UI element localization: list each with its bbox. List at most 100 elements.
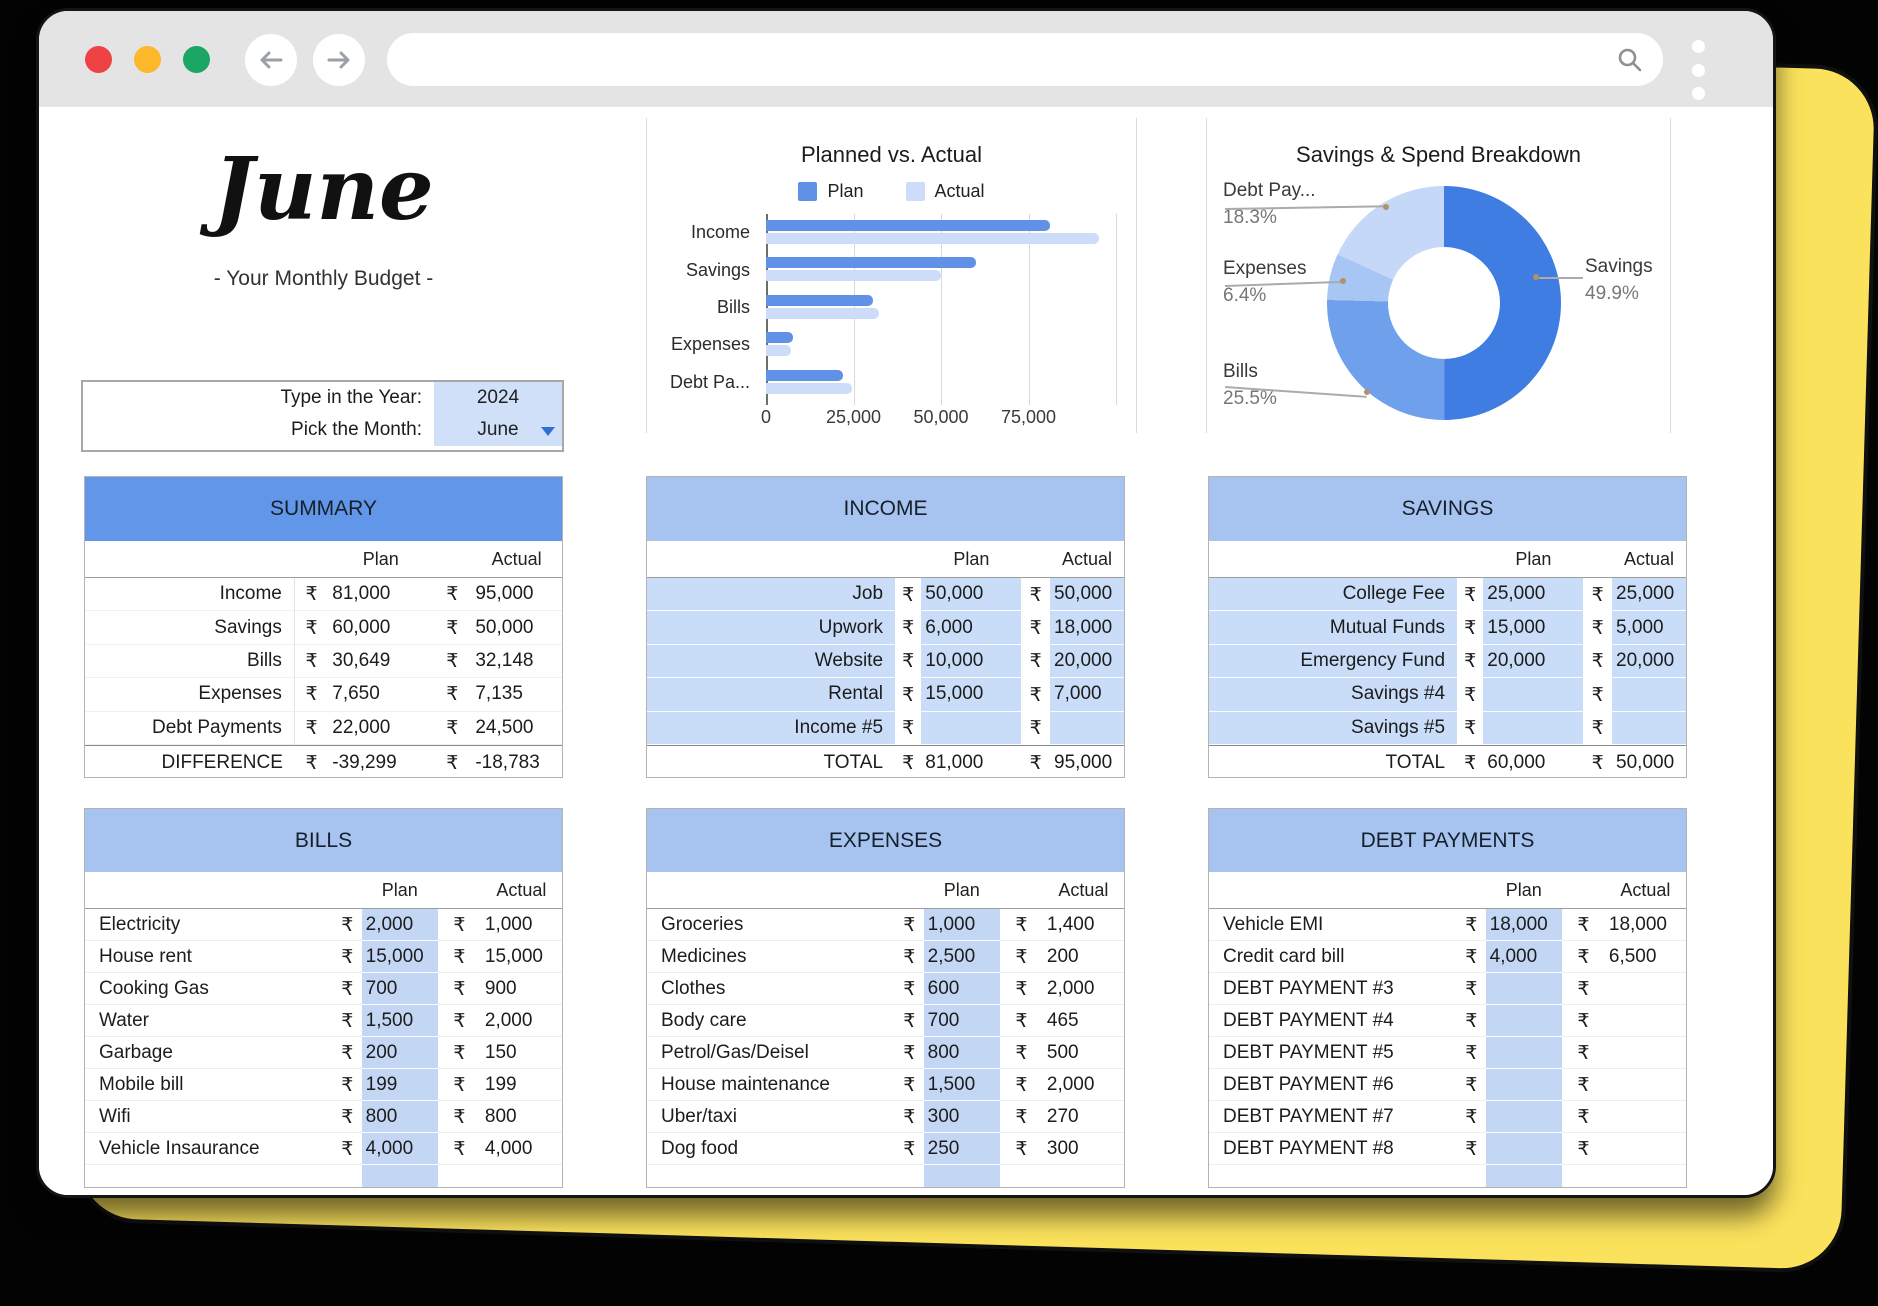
chevron-down-icon[interactable] — [541, 427, 555, 436]
plan-value-cell[interactable] — [1485, 1005, 1562, 1037]
plan-value-cell[interactable]: 15,000 — [1483, 611, 1584, 645]
actual-value-cell[interactable] — [1604, 1037, 1686, 1069]
plan-value-cell[interactable]: 1,000 — [923, 909, 1000, 941]
plan-value-cell[interactable]: 800 — [923, 1037, 1000, 1069]
plan-value-cell[interactable]: 700 — [923, 1005, 1000, 1037]
arrow-left-icon — [260, 51, 283, 69]
actual-value-cell[interactable]: 50,000 — [1050, 578, 1124, 612]
forward-button[interactable] — [313, 34, 365, 86]
column-header-spacer — [85, 872, 333, 908]
plan-value-cell[interactable] — [1485, 1101, 1562, 1133]
column-header-row: Plan Actual — [85, 872, 562, 909]
plan-value-cell[interactable] — [1483, 711, 1584, 745]
plan-value-cell[interactable]: 60,000 — [328, 611, 434, 645]
plan-value-cell[interactable]: 18,000 — [1485, 909, 1562, 941]
actual-value-cell[interactable]: 270 — [1042, 1101, 1124, 1133]
plan-value-cell[interactable]: 1,500 — [361, 1005, 438, 1037]
actual-value-cell[interactable] — [1612, 711, 1686, 745]
currency-symbol: ₹ — [1464, 752, 1477, 775]
actual-value-cell[interactable]: 500 — [1042, 1037, 1124, 1069]
plan-value-cell[interactable]: 4,000 — [1485, 941, 1562, 973]
legend-label: Plan — [827, 181, 864, 201]
actual-value-cell[interactable]: 50,000 — [471, 611, 562, 645]
plan-value-cell[interactable] — [1485, 1069, 1562, 1101]
plan-value-cell[interactable]: 81,000 — [328, 578, 434, 612]
currency-symbol: ₹ — [333, 1005, 362, 1037]
plan-value-cell[interactable]: 600 — [923, 973, 1000, 1005]
actual-value-cell[interactable]: 1,000 — [480, 909, 562, 941]
plan-value-cell[interactable] — [1485, 1037, 1562, 1069]
actual-value-cell[interactable]: 18,000 — [1604, 909, 1686, 941]
plan-value-cell[interactable]: 30,649 — [328, 645, 434, 679]
plan-value-cell[interactable] — [1483, 678, 1584, 712]
actual-value-cell[interactable] — [1612, 678, 1686, 712]
plan-value-cell[interactable]: 300 — [923, 1101, 1000, 1133]
column-header-spacer — [1209, 541, 1457, 577]
actual-value-cell[interactable] — [1604, 1101, 1686, 1133]
plan-value-cell[interactable]: 2,500 — [923, 941, 1000, 973]
plan-value-cell[interactable]: 25,000 — [1483, 578, 1584, 612]
plan-value-cell[interactable]: 6,000 — [921, 611, 1022, 645]
back-button[interactable] — [245, 34, 297, 86]
search-icon[interactable] — [1616, 46, 1643, 78]
plan-value-cell[interactable]: 20,000 — [1483, 644, 1584, 679]
currency-symbol: ₹ — [999, 909, 1043, 941]
plan-value-cell[interactable]: 50,000 — [921, 578, 1022, 612]
plan-value-cell[interactable]: 200 — [361, 1037, 438, 1069]
plan-value-cell[interactable] — [1485, 1133, 1562, 1165]
window-close-button[interactable] — [85, 46, 112, 73]
actual-value-cell[interactable]: 4,000 — [480, 1133, 562, 1165]
plan-value-cell[interactable]: 15,000 — [361, 941, 438, 973]
plan-value-cell[interactable] — [921, 711, 1022, 745]
window-minimize-button[interactable] — [134, 46, 161, 73]
actual-value-cell[interactable] — [1050, 711, 1124, 745]
window-maximize-button[interactable] — [183, 46, 210, 73]
actual-value-cell[interactable]: 2,000 — [480, 1005, 562, 1037]
actual-value-cell[interactable]: 24,500 — [471, 712, 562, 745]
actual-value-cell[interactable]: 199 — [480, 1069, 562, 1101]
plan-value-cell[interactable]: 15,000 — [921, 678, 1022, 712]
actual-value-cell[interactable]: 18,000 — [1050, 611, 1124, 645]
plan-value-cell[interactable]: 700 — [361, 973, 438, 1005]
plan-value-cell[interactable]: 7,650 — [328, 678, 434, 712]
actual-value-cell[interactable]: 150 — [480, 1037, 562, 1069]
actual-value-cell[interactable]: 5,000 — [1612, 611, 1686, 645]
plan-value-cell[interactable]: 10,000 — [921, 644, 1022, 679]
plan-value-cell[interactable]: 250 — [923, 1133, 1000, 1165]
actual-value-cell[interactable]: 300 — [1042, 1133, 1124, 1165]
table-row: DEBT PAYMENT #3 ₹ ₹ — [1209, 973, 1686, 1005]
actual-value-cell[interactable] — [1604, 973, 1686, 1005]
actual-value-cell[interactable]: 200 — [1042, 941, 1124, 973]
actual-value-cell[interactable]: 95,000 — [471, 578, 562, 612]
actual-value-cell[interactable]: 20,000 — [1050, 644, 1124, 679]
plan-value-cell[interactable]: 199 — [361, 1069, 438, 1101]
plan-value-cell[interactable]: 22,000 — [328, 712, 434, 745]
actual-value-cell[interactable]: 15,000 — [480, 941, 562, 973]
plan-value-cell[interactable]: 800 — [361, 1101, 438, 1133]
currency-symbol: ₹ — [1561, 909, 1605, 941]
actual-value-cell[interactable]: 6,500 — [1604, 941, 1686, 973]
actual-value-cell[interactable]: 20,000 — [1612, 644, 1686, 679]
month-dropdown[interactable]: June — [434, 414, 562, 446]
actual-value-cell[interactable] — [1604, 1069, 1686, 1101]
actual-value-cell[interactable]: 800 — [480, 1101, 562, 1133]
actual-value-cell[interactable]: 7,000 — [1050, 678, 1124, 712]
actual-value-cell[interactable]: 25,000 — [1612, 578, 1686, 612]
actual-value-cell[interactable]: 2,000 — [1042, 973, 1124, 1005]
year-input-cell[interactable]: 2024 — [434, 382, 562, 414]
actual-value-cell[interactable]: 2,000 — [1042, 1069, 1124, 1101]
plan-value-cell[interactable]: 4,000 — [361, 1133, 438, 1165]
browser-menu-button[interactable] — [1691, 40, 1705, 100]
actual-value-cell[interactable] — [1604, 1133, 1686, 1165]
actual-value-cell[interactable]: 32,148 — [471, 645, 562, 679]
actual-value-cell[interactable]: 7,135 — [471, 678, 562, 712]
plan-value-cell[interactable]: 2,000 — [361, 909, 438, 941]
plan-value-cell[interactable] — [1485, 973, 1562, 1005]
actual-value-cell[interactable]: 465 — [1042, 1005, 1124, 1037]
actual-value-cell[interactable] — [1604, 1005, 1686, 1037]
plan-value-cell[interactable]: 1,500 — [923, 1069, 1000, 1101]
actual-value-cell[interactable]: 1,400 — [1042, 909, 1124, 941]
address-bar[interactable] — [387, 33, 1663, 86]
currency-symbol: ₹ — [902, 752, 915, 775]
actual-value-cell[interactable]: 900 — [480, 973, 562, 1005]
